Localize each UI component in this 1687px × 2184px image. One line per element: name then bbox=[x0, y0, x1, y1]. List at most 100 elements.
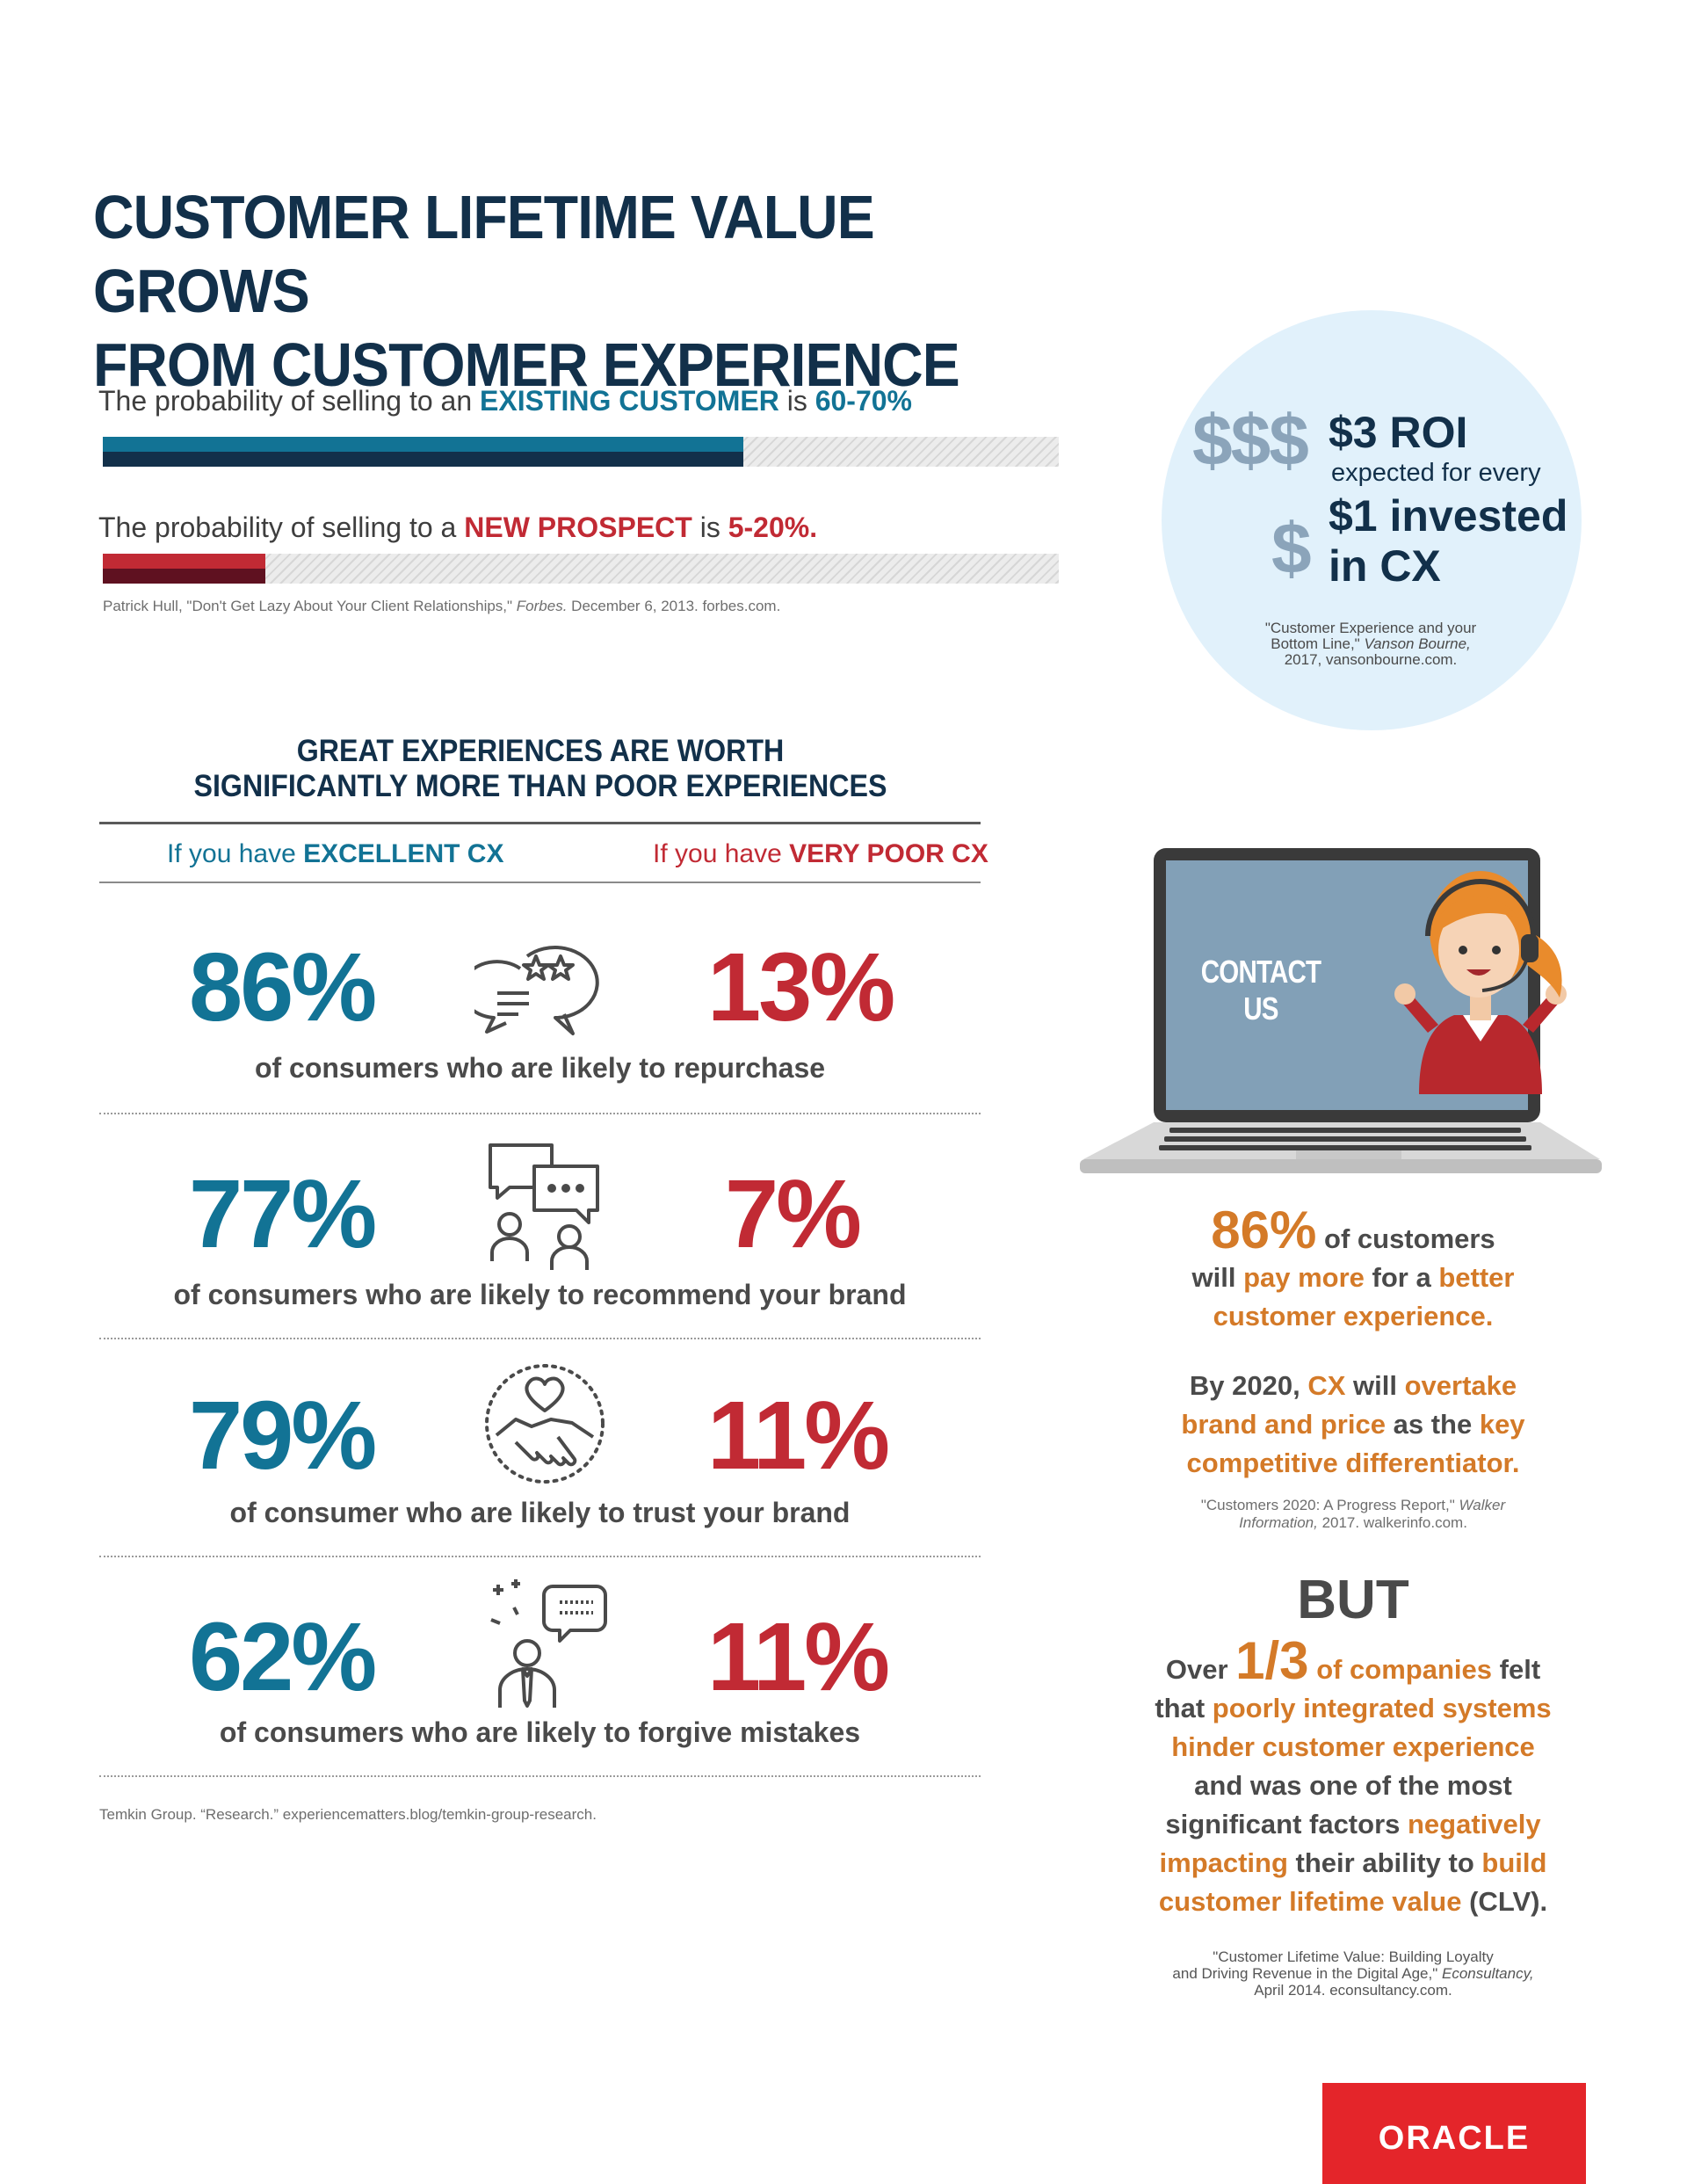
p3-felt: felt bbox=[1499, 1654, 1541, 1685]
p3-hinder: hinder customer experience bbox=[1171, 1731, 1535, 1762]
pay-more-e: better bbox=[1438, 1262, 1515, 1293]
walker-citation: "Customers 2020: A Progress Report," Wal… bbox=[1160, 1497, 1546, 1532]
support-agent-icon bbox=[1394, 871, 1567, 1094]
p2-a: By 2020, bbox=[1189, 1370, 1300, 1401]
p3-their: their ability to bbox=[1295, 1847, 1474, 1878]
existing-probability-bar bbox=[103, 437, 1059, 467]
new-bar-fill bbox=[103, 554, 265, 584]
roi-cx: in CX bbox=[1329, 541, 1441, 591]
roi-circle bbox=[1162, 310, 1582, 730]
excellent-label: EXCELLENT CX bbox=[303, 839, 504, 868]
stat-excellent-value: 86% bbox=[189, 933, 377, 1041]
p2-b: CX bbox=[1307, 1370, 1346, 1401]
section-title-1: GREAT EXPERIENCES ARE WORTH bbox=[296, 734, 785, 768]
section-title-2: SIGNIFICANTLY MORE THAN POOR EXPERIENCES bbox=[193, 769, 887, 803]
p3-build: build bbox=[1481, 1847, 1547, 1878]
p3-clv-abbr: (CLV). bbox=[1469, 1886, 1548, 1917]
existing-value: 60-70% bbox=[815, 385, 912, 417]
triple-dollar-icon: $$$ bbox=[1192, 401, 1309, 481]
single-dollar-icon: $ bbox=[1271, 509, 1312, 589]
roi-cite-3: 2017, vansonbourne.com. bbox=[1284, 651, 1458, 668]
new-prospect-line: The probability of selling to a NEW PROS… bbox=[98, 512, 817, 544]
stat-label: of consumers who are likely to recommend… bbox=[173, 1279, 907, 1310]
stats-citation: Temkin Group. “Research.” experiencematt… bbox=[99, 1806, 597, 1823]
stat-label: of consumer who are likely to trust your… bbox=[229, 1497, 851, 1528]
stat-excellent-value: 79% bbox=[189, 1382, 377, 1490]
citation-text: Patrick Hull, "Don't Get Lazy About Your… bbox=[103, 598, 513, 614]
stat-excellent-value: 62% bbox=[189, 1603, 377, 1711]
stat-poor-value: 7% bbox=[725, 1160, 862, 1268]
pay-more-c: pay more bbox=[1243, 1262, 1365, 1293]
p3-sig: significant factors bbox=[1165, 1809, 1401, 1839]
handshake-heart-icon bbox=[485, 1364, 605, 1484]
companies-stat: Over 1/3 of companies felt that poorly i… bbox=[1090, 1635, 1617, 1921]
p2-g: key bbox=[1479, 1409, 1525, 1440]
roi-cite-1: "Customer Experience and your bbox=[1264, 620, 1477, 636]
pay-more-b: will bbox=[1191, 1262, 1236, 1293]
probability-citation: Patrick Hull, "Don't Get Lazy About Your… bbox=[103, 598, 780, 615]
stat-label: of consumers who are likely to repurchas… bbox=[254, 1052, 826, 1084]
p2-e: brand and price bbox=[1181, 1409, 1386, 1440]
p3-companies: of companies bbox=[1316, 1654, 1493, 1685]
poor-cx-header: If you have VERY POOR CX bbox=[653, 839, 988, 869]
new-value: 5-20%. bbox=[728, 512, 818, 543]
contact-us-button[interactable]: CONTACT US bbox=[1200, 954, 1321, 1027]
row-divider bbox=[99, 1775, 981, 1777]
p2-h: competitive differentiator. bbox=[1186, 1448, 1520, 1478]
laptop-illustration bbox=[1080, 848, 1602, 1173]
cite3-c: Econsultancy, bbox=[1441, 1965, 1534, 1982]
p3-over: Over bbox=[1165, 1654, 1228, 1685]
stat-poor-value: 13% bbox=[707, 933, 895, 1041]
citation-rest: December 6, 2013. forbes.com. bbox=[571, 598, 781, 614]
title-line-2: FROM CUSTOMER EXPERIENCE bbox=[93, 330, 960, 399]
cite2-a: "Customers 2020: A Progress Report," bbox=[1200, 1497, 1455, 1513]
roi-cite-2a: Bottom Line," bbox=[1271, 635, 1360, 652]
p3-neg: negatively bbox=[1408, 1809, 1541, 1839]
oracle-logo: ORACLE bbox=[1322, 2083, 1586, 2184]
cx-2020-stat: By 2020, CX will overtake brand and pric… bbox=[1090, 1367, 1617, 1483]
roi-citation: "Customer Experience and your Bottom Lin… bbox=[1213, 620, 1529, 668]
roi-cite-2b: Vanson Bourne, bbox=[1364, 635, 1471, 652]
p2-d: overtake bbox=[1404, 1370, 1517, 1401]
chat-stars-icon bbox=[474, 946, 599, 1035]
row-divider bbox=[99, 1556, 981, 1557]
p3-and: and was one of the most bbox=[1194, 1770, 1512, 1801]
p3-impacting: impacting bbox=[1159, 1847, 1288, 1878]
new-mid: is bbox=[699, 512, 720, 543]
p3-frac: 1/3 bbox=[1235, 1631, 1309, 1690]
p2-f: as the bbox=[1393, 1409, 1473, 1440]
roi-invested: $1 invested bbox=[1329, 491, 1568, 541]
existing-highlight: EXISTING CUSTOMER bbox=[480, 385, 779, 417]
row-divider bbox=[99, 1113, 981, 1114]
citation-italic: Forbes. bbox=[516, 598, 568, 614]
p3-clv: customer lifetime value bbox=[1158, 1886, 1462, 1917]
cite3-a: "Customer Lifetime Value: Building Loyal… bbox=[1213, 1948, 1494, 1965]
cite3-d: April 2014. econsultancy.com. bbox=[1254, 1982, 1452, 1999]
cite2-d: 2017. walkerinfo.com. bbox=[1321, 1514, 1467, 1531]
new-prefix: The probability of selling to a bbox=[98, 512, 457, 543]
pay-more-a: of customers bbox=[1324, 1223, 1495, 1254]
cite2-b: Walker bbox=[1459, 1497, 1506, 1513]
oracle-logo-text: ORACLE bbox=[1378, 2120, 1531, 2157]
cite2-c: Information, bbox=[1239, 1514, 1318, 1531]
stat-label: of consumers who are likely to forgive m… bbox=[219, 1716, 861, 1748]
section-title: GREAT EXPERIENCES ARE WORTH SIGNIFICANTL… bbox=[132, 734, 948, 804]
existing-customer-line: The probability of selling to an EXISTIN… bbox=[98, 385, 912, 417]
pay-more-value: 86% bbox=[1211, 1201, 1317, 1259]
p3-that: that bbox=[1155, 1693, 1206, 1723]
pay-more-d: for a bbox=[1372, 1262, 1431, 1293]
cite3-b: and Driving Revenue in the Digital Age," bbox=[1172, 1965, 1438, 1982]
conversation-icon bbox=[489, 1143, 599, 1270]
poor-label: VERY POOR CX bbox=[789, 839, 988, 868]
p3-poorly: poorly integrated systems bbox=[1212, 1693, 1552, 1723]
excellent-prefix: If you have bbox=[167, 839, 296, 868]
stat-poor-value: 11% bbox=[707, 1603, 890, 1711]
section-divider bbox=[99, 822, 981, 824]
header-divider bbox=[99, 882, 981, 883]
row-divider bbox=[99, 1338, 981, 1339]
existing-prefix: The probability of selling to an bbox=[98, 385, 473, 417]
excellent-cx-header: If you have EXCELLENT CX bbox=[167, 839, 503, 869]
person-speech-icon bbox=[490, 1579, 607, 1708]
new-highlight: NEW PROSPECT bbox=[464, 512, 692, 543]
p2-c: will bbox=[1353, 1370, 1397, 1401]
